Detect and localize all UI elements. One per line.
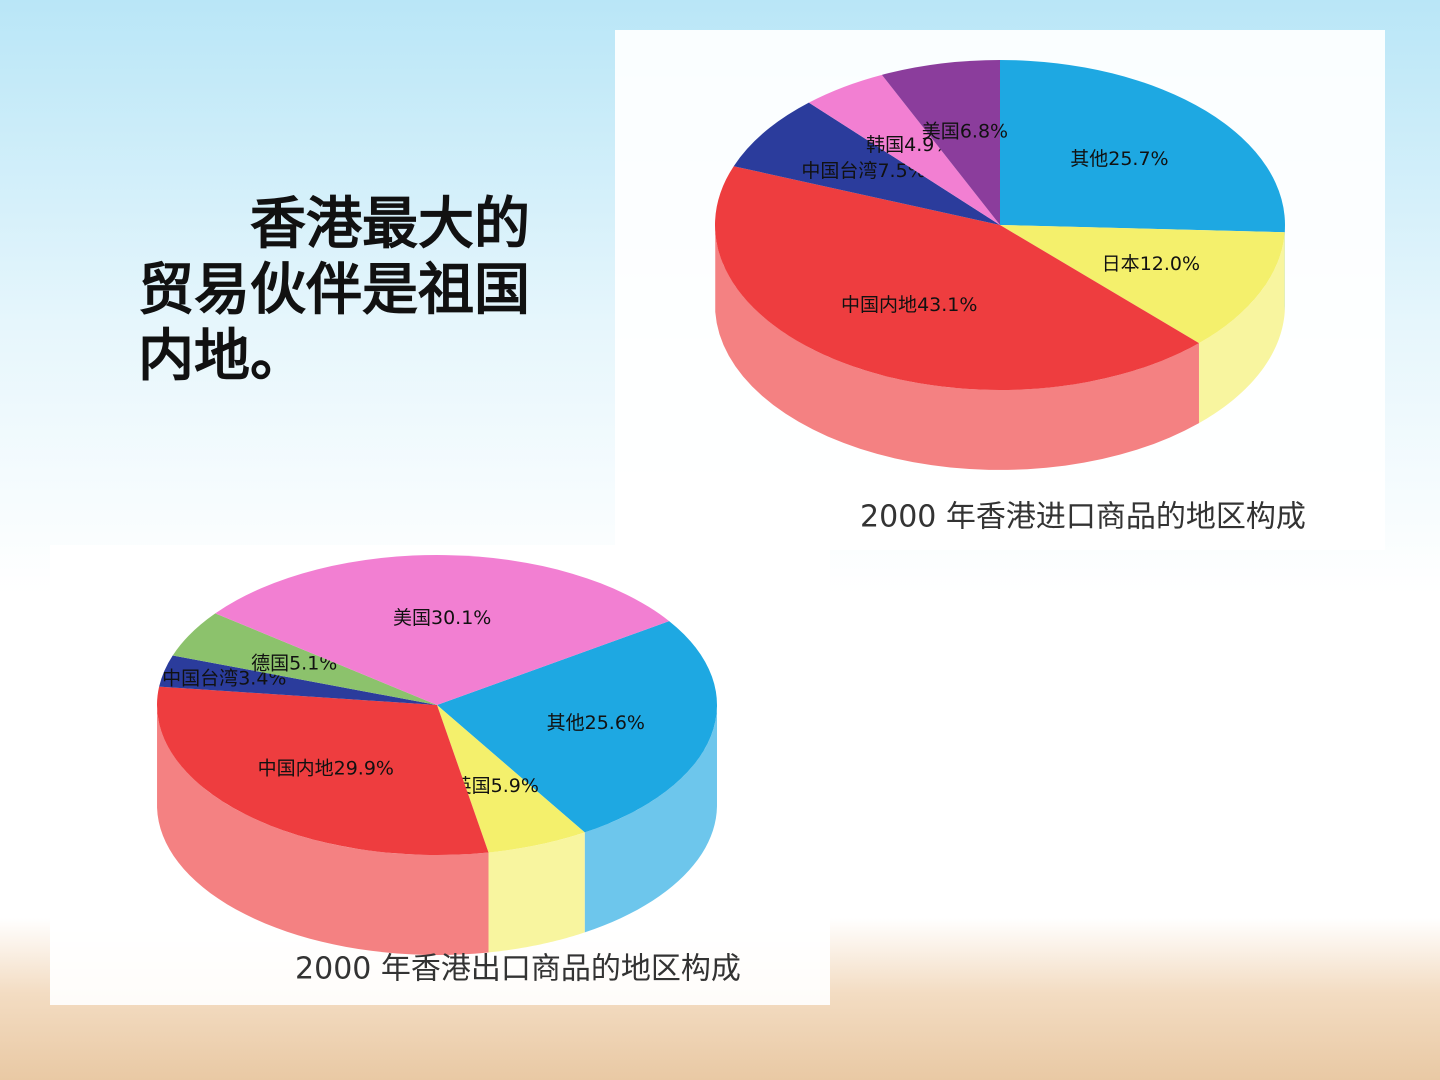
pie-side [488, 832, 585, 953]
pie-slice [715, 166, 1199, 390]
slice-label: 其他25.6% [547, 712, 645, 734]
pie-slice [881, 60, 1000, 225]
slice-label: 美国6.8% [922, 120, 1008, 142]
chart-title: 2000 年香港进口商品的地区构成 [860, 500, 1306, 535]
chart-title: 2000 年香港出口商品的地区构成 [295, 952, 741, 987]
pie-slice [437, 621, 717, 833]
slice-label: 中国内地29.9% [258, 757, 394, 779]
pie-side [1198, 232, 1285, 424]
pie-slice [437, 705, 585, 853]
pie-side [157, 707, 489, 955]
pie-slice [1000, 60, 1285, 233]
pie-slice [1000, 225, 1285, 344]
pie-slice [733, 102, 1000, 225]
slice-label: 美国30.1% [393, 607, 491, 629]
pie-side [715, 231, 1199, 470]
slide-heading: 香港最大的贸易伙伴是祖国内地。 [138, 192, 530, 389]
pie-slice [215, 555, 670, 705]
pie-side [584, 706, 717, 933]
pie-slice [172, 613, 438, 705]
pie-slice [808, 74, 1000, 225]
slice-label: 中国内地43.1% [841, 293, 977, 315]
pie-slice [159, 655, 437, 705]
slice-label: 其他25.7% [1070, 147, 1168, 169]
slice-label: 日本12.0% [1102, 253, 1200, 275]
pie-slice [156, 686, 489, 856]
